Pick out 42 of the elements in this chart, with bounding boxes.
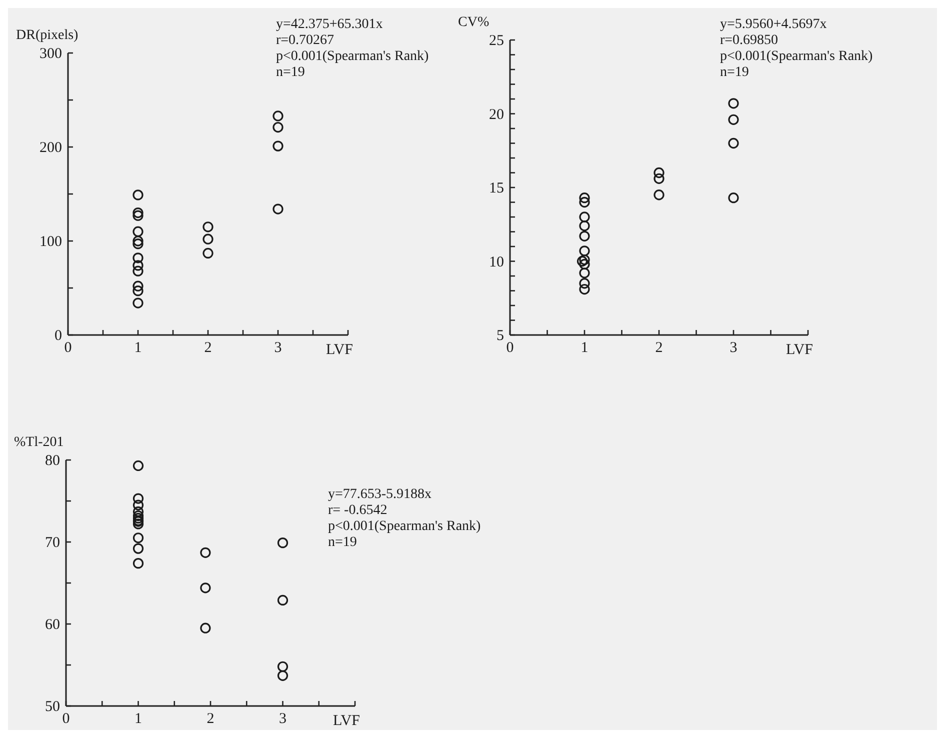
annotation: n=19 — [328, 535, 357, 550]
y-tick-label: 15 — [489, 180, 504, 196]
annotation: n=19 — [720, 65, 749, 80]
y-tick-label: 70 — [45, 535, 60, 551]
y-tick-label: 60 — [45, 617, 60, 633]
y-tick-label: 5 — [496, 328, 504, 344]
x-tick-label: 2 — [206, 711, 214, 727]
x-tick-label: 0 — [506, 340, 514, 356]
x-tick-label: 0 — [64, 340, 72, 356]
annotation: p<0.001(Spearman's Rank) — [328, 519, 482, 534]
x-tick-label: 1 — [134, 340, 142, 356]
x-tick-label: 3 — [730, 340, 738, 356]
text: y=42.375+65.301x — [276, 17, 383, 32]
y-tick-label: 100 — [40, 234, 62, 250]
text: y=5.9560+4.5697x — [720, 17, 827, 32]
annotation: r= -0.6542 — [328, 503, 388, 518]
y-tick-label: 300 — [40, 46, 62, 62]
annotation: p<0.001(Spearman's Rank) — [276, 49, 430, 64]
y-tick-label: 25 — [489, 33, 504, 49]
y-axis-title: CV% — [458, 15, 490, 30]
annotation: y=77.653-5.9188x — [328, 487, 432, 502]
text: r=0.70267 — [276, 33, 334, 48]
x-axis-title: LVF — [333, 713, 360, 729]
annotation: n=19 — [276, 65, 305, 80]
y-axis-title: %Tl-201 — [14, 435, 64, 450]
x-tick-label: 1 — [580, 340, 588, 356]
y-tick-label: 10 — [489, 254, 504, 270]
x-tick-label: 3 — [274, 340, 282, 356]
y-tick-label: 20 — [489, 106, 504, 123]
x-axis-title: LVF — [326, 342, 353, 358]
x-tick-label: 2 — [655, 340, 663, 356]
x-tick-label: 1 — [134, 711, 142, 727]
y-tick-label: 0 — [54, 328, 62, 344]
y-tick-label: 80 — [45, 453, 60, 469]
x-axis-title: LVF — [786, 342, 813, 358]
y-axis-title: DR(pixels) — [16, 28, 79, 43]
annotation: r=0.69850 — [720, 33, 778, 48]
y-tick-label: 50 — [45, 699, 60, 715]
x-tick-label: 3 — [279, 711, 286, 727]
annotation: p<0.001(Spearman's Rank) — [720, 49, 874, 64]
x-tick-label: 2 — [204, 340, 212, 356]
y-tick-label: 200 — [40, 140, 62, 156]
